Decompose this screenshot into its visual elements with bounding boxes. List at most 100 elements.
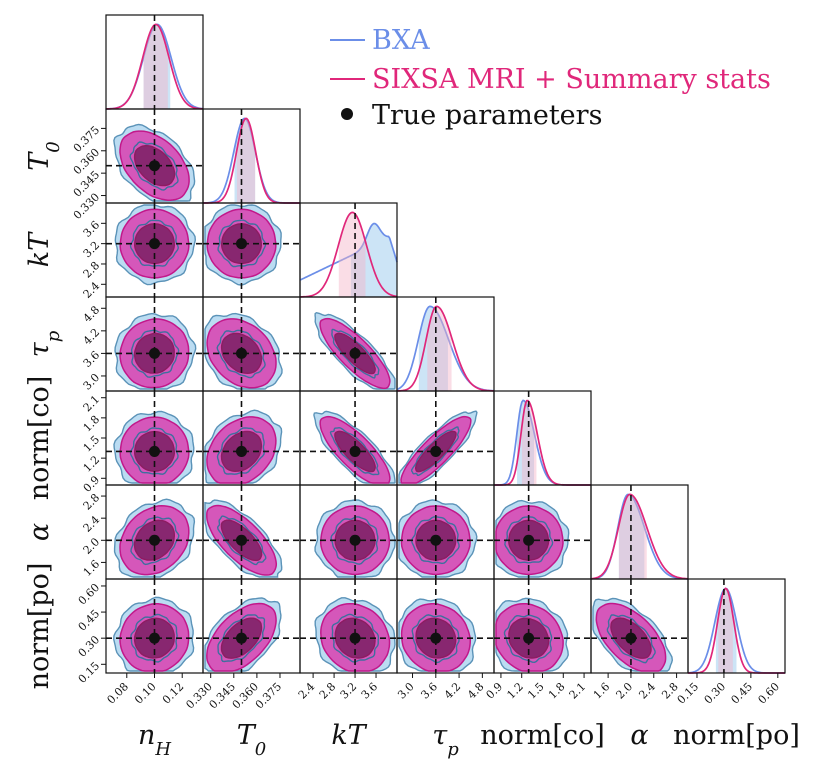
truth-marker [235, 445, 247, 457]
truth-marker [149, 534, 160, 546]
panel-normco-taup [396, 390, 495, 486]
xtick-label-nH: 0.08 [105, 680, 132, 707]
ytick-label-normpo: 0.45 [76, 607, 103, 634]
marginal-band-bxa [143, 24, 171, 109]
marginal-band-sixsa [143, 24, 168, 109]
contour-bxa-inner [503, 614, 553, 664]
marginal-band-bxa [517, 400, 535, 485]
panel-taup-kT [299, 296, 398, 392]
ytick-label-taup: 3.6 [81, 348, 103, 370]
panel-kT-T0 [202, 202, 301, 298]
xlabel-alpha: α [630, 720, 648, 751]
legend-truth-label: True parameters [372, 100, 602, 131]
ytick-label-alpha: 2.0 [81, 535, 103, 557]
panel-T0-nH [105, 108, 204, 204]
panel-taup-T0 [202, 296, 301, 392]
panel-taup-nH [105, 296, 204, 392]
ytick-label-alpha: 2.4 [81, 513, 103, 535]
panel-frame [687, 578, 786, 674]
xtick-label-normco: 1.5 [525, 680, 547, 702]
truth-marker [149, 445, 160, 457]
legend-bxa-label: BXA [372, 25, 430, 56]
xlabel-main: norm[co] [480, 720, 605, 751]
xtick-label-normpo: 0.15 [675, 680, 702, 707]
panel-normpo-alpha [590, 578, 689, 674]
truth-marker [349, 632, 361, 644]
truth-marker [430, 445, 442, 457]
panel-taup-taup [396, 296, 495, 392]
xtick-label-taup: 3.6 [418, 680, 440, 702]
panel-kT-kT [299, 202, 398, 298]
xlabel-T0: T0 [237, 720, 266, 760]
panel-normco-normco [493, 390, 592, 486]
contour-bxa-inner [129, 141, 179, 191]
ylabel-main: τ [24, 341, 55, 357]
ytick-label-alpha: 1.6 [81, 557, 103, 579]
xtick-label-kT: 3.2 [338, 680, 360, 702]
ytick-label-taup: 4.2 [81, 326, 103, 348]
marginal-line-bxa [299, 222, 398, 281]
ytick-label-normco: 1.2 [81, 453, 103, 475]
ylabel-main: kT [24, 231, 55, 267]
xtick-label-taup: 4.8 [465, 680, 487, 702]
ylabel-main: norm[po] [24, 563, 55, 690]
xtick-label-taup: 4.2 [442, 680, 464, 702]
panel-alpha-nH [105, 484, 204, 580]
ytick-label-taup: 3.0 [81, 371, 103, 393]
panel-alpha-taup [396, 484, 495, 580]
panel-normco-nH [105, 390, 204, 486]
xtick-label-alpha: 2.4 [636, 680, 658, 702]
xlabel-kT: kT [331, 720, 367, 751]
marginal-line-sixsa [105, 23, 204, 110]
ytick-label-T0: 0.375 [71, 123, 102, 154]
marginal-band-sixsa [718, 588, 733, 673]
contour-bxa-inner [411, 614, 460, 664]
ylabel-kT: kT [24, 231, 55, 267]
legend-truth-marker [341, 108, 353, 120]
panel-normpo-normpo [687, 578, 786, 674]
panel-normpo-normco [493, 578, 592, 674]
contour-bxa-inner [216, 427, 266, 475]
xlabel-normco: norm[co] [480, 720, 605, 751]
truth-marker [349, 445, 361, 457]
panel-alpha-T0 [202, 484, 301, 580]
contour-bxa-inner [331, 613, 380, 663]
panel-alpha-alpha [590, 484, 689, 580]
xlabel-main: τ [432, 720, 448, 751]
truth-marker [235, 632, 247, 644]
xlabel-taup: τp [432, 720, 459, 760]
marginal-band-sixsa [338, 212, 366, 297]
panel-normpo-kT [299, 578, 398, 674]
truth-marker [523, 534, 535, 546]
panel-kT-nH [105, 202, 204, 298]
marginal-line-sixsa [299, 211, 398, 298]
ytick-label-alpha: 2.8 [81, 491, 103, 513]
truth-marker [349, 347, 361, 359]
xlabel-main: kT [331, 720, 367, 751]
xtick-label-normpo: 0.30 [702, 680, 729, 707]
xtick-label-nH: 0.10 [132, 680, 159, 707]
truth-marker [149, 238, 160, 250]
xtick-label-normco: 1.2 [504, 680, 526, 702]
ytick-label-normpo: 0.60 [76, 581, 103, 608]
ylabel-main: α [24, 523, 55, 541]
panel-frame [493, 390, 592, 486]
ytick-label-normpo: 0.30 [76, 633, 103, 660]
ytick-label-kT: 2.4 [81, 279, 103, 301]
ylabel-taup: τp [24, 330, 64, 357]
xlabel-sub: 0 [255, 739, 266, 760]
panel-normpo-taup [396, 578, 495, 674]
contour-bxa-inner [331, 328, 380, 379]
ytick-label-normpo: 0.15 [76, 659, 103, 686]
marginal-line-sixsa [396, 305, 495, 392]
panel-normco-T0 [202, 390, 301, 486]
xlabel-main: α [630, 720, 648, 751]
panel-normco-kT [299, 390, 398, 486]
truth-marker [349, 534, 361, 546]
truth-marker [149, 347, 160, 359]
ylabel-sub: p [43, 330, 64, 342]
panel-nH-nH [105, 14, 204, 110]
xtick-label-alpha: 2.0 [614, 680, 636, 702]
xtick-label-alpha: 1.6 [591, 680, 613, 702]
